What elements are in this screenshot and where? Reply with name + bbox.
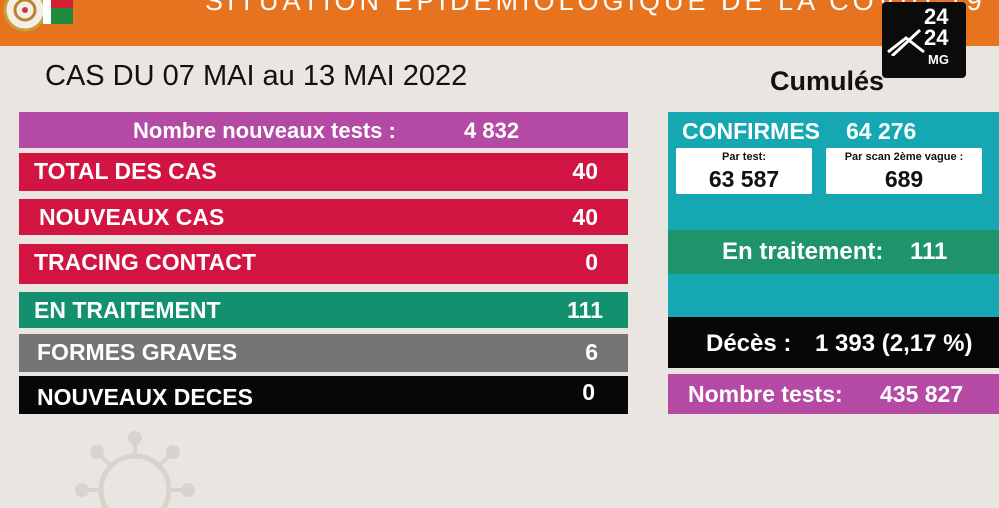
severe-forms-label: FORMES GRAVES: [37, 339, 238, 365]
total-tests-band: Nombre tests: 435 827: [668, 374, 999, 414]
tracing-contact-value: 0: [585, 249, 598, 275]
confirmed-heading: CONFIRMES 64 276: [682, 118, 916, 145]
new-deaths-row: NOUVEAUX DECES 0: [19, 376, 628, 414]
in-treatment-label: EN TRAITEMENT: [34, 297, 221, 323]
severe-forms-row: FORMES GRAVES 6: [19, 334, 628, 372]
cumulative-deaths-value: 1 393 (2,17 %): [815, 330, 973, 357]
by-test-value: 63 587: [708, 166, 780, 192]
total-tests-value: 435 827: [880, 381, 964, 407]
by-scan-box: Par scan 2ème vague : 689: [826, 148, 982, 194]
new-tests-row: Nombre nouveaux tests : 4 832: [19, 112, 628, 148]
cumulative-title: Cumulés: [770, 66, 885, 96]
cumulative-deaths-band: Décès : 1 393 (2,17 %): [668, 317, 999, 368]
confirmed-value: 64 276: [846, 118, 917, 144]
virus-watermark-icon: [75, 431, 195, 508]
tracing-contact-label: TRACING CONTACT: [34, 249, 256, 275]
logo-line-2: 24: [924, 25, 949, 50]
site-logo: 24 24 MG: [882, 2, 966, 78]
new-cases-row: NOUVEAUX CAS 40: [19, 199, 628, 235]
logo-line-3: MG: [928, 52, 949, 67]
new-cases-value: 40: [572, 204, 598, 230]
cumulative-treatment-label: En traitement:: [722, 238, 884, 265]
cumulative-panel: CONFIRMES 64 276 Par test: 63 587 Par sca…: [668, 112, 999, 368]
in-treatment-row: EN TRAITEMENT 111: [19, 292, 628, 328]
total-cases-row: TOTAL DES CAS 40: [19, 153, 628, 191]
in-treatment-value: 111: [567, 297, 603, 323]
cumulative-deaths-label: Décès :: [706, 330, 792, 357]
total-cases-value: 40: [572, 158, 598, 184]
cumulative-treatment-band: En traitement: 111: [668, 230, 999, 274]
total-cases-label: TOTAL DES CAS: [34, 158, 217, 184]
severe-forms-value: 6: [585, 339, 598, 365]
logo-line-1: 24: [924, 4, 949, 29]
cumulative-treatment-value: 111: [910, 238, 948, 265]
header-title: SITUATION EPIDEMIOLOGIQUE DE LA COVID-19: [205, 0, 986, 16]
by-test-label: Par test:: [721, 151, 767, 163]
by-scan-label: Par scan 2ème vague :: [844, 151, 964, 163]
new-tests-label: Nombre nouveaux tests :: [133, 118, 396, 143]
new-tests-value: 4 832: [464, 118, 520, 143]
new-cases-label: NOUVEAUX CAS: [39, 204, 225, 230]
madagascar-emblem-icon: [3, 0, 73, 32]
by-scan-value: 689: [884, 166, 924, 192]
confirmed-label: CONFIRMES: [682, 118, 820, 144]
header-bar: SITUATION EPIDEMIOLOGIQUE DE LA COVID-19: [0, 0, 999, 46]
new-deaths-label: NOUVEAUX DECES: [37, 384, 253, 410]
new-deaths-value: 0: [582, 379, 595, 405]
logo-graphic-icon: [887, 28, 925, 56]
tracing-contact-row: TRACING CONTACT 0: [19, 244, 628, 284]
total-tests-label: Nombre tests:: [688, 381, 843, 407]
period-title: CAS DU 07 MAI au 13 MAI 2022: [45, 60, 468, 92]
by-test-box: Par test: 63 587: [676, 148, 812, 194]
